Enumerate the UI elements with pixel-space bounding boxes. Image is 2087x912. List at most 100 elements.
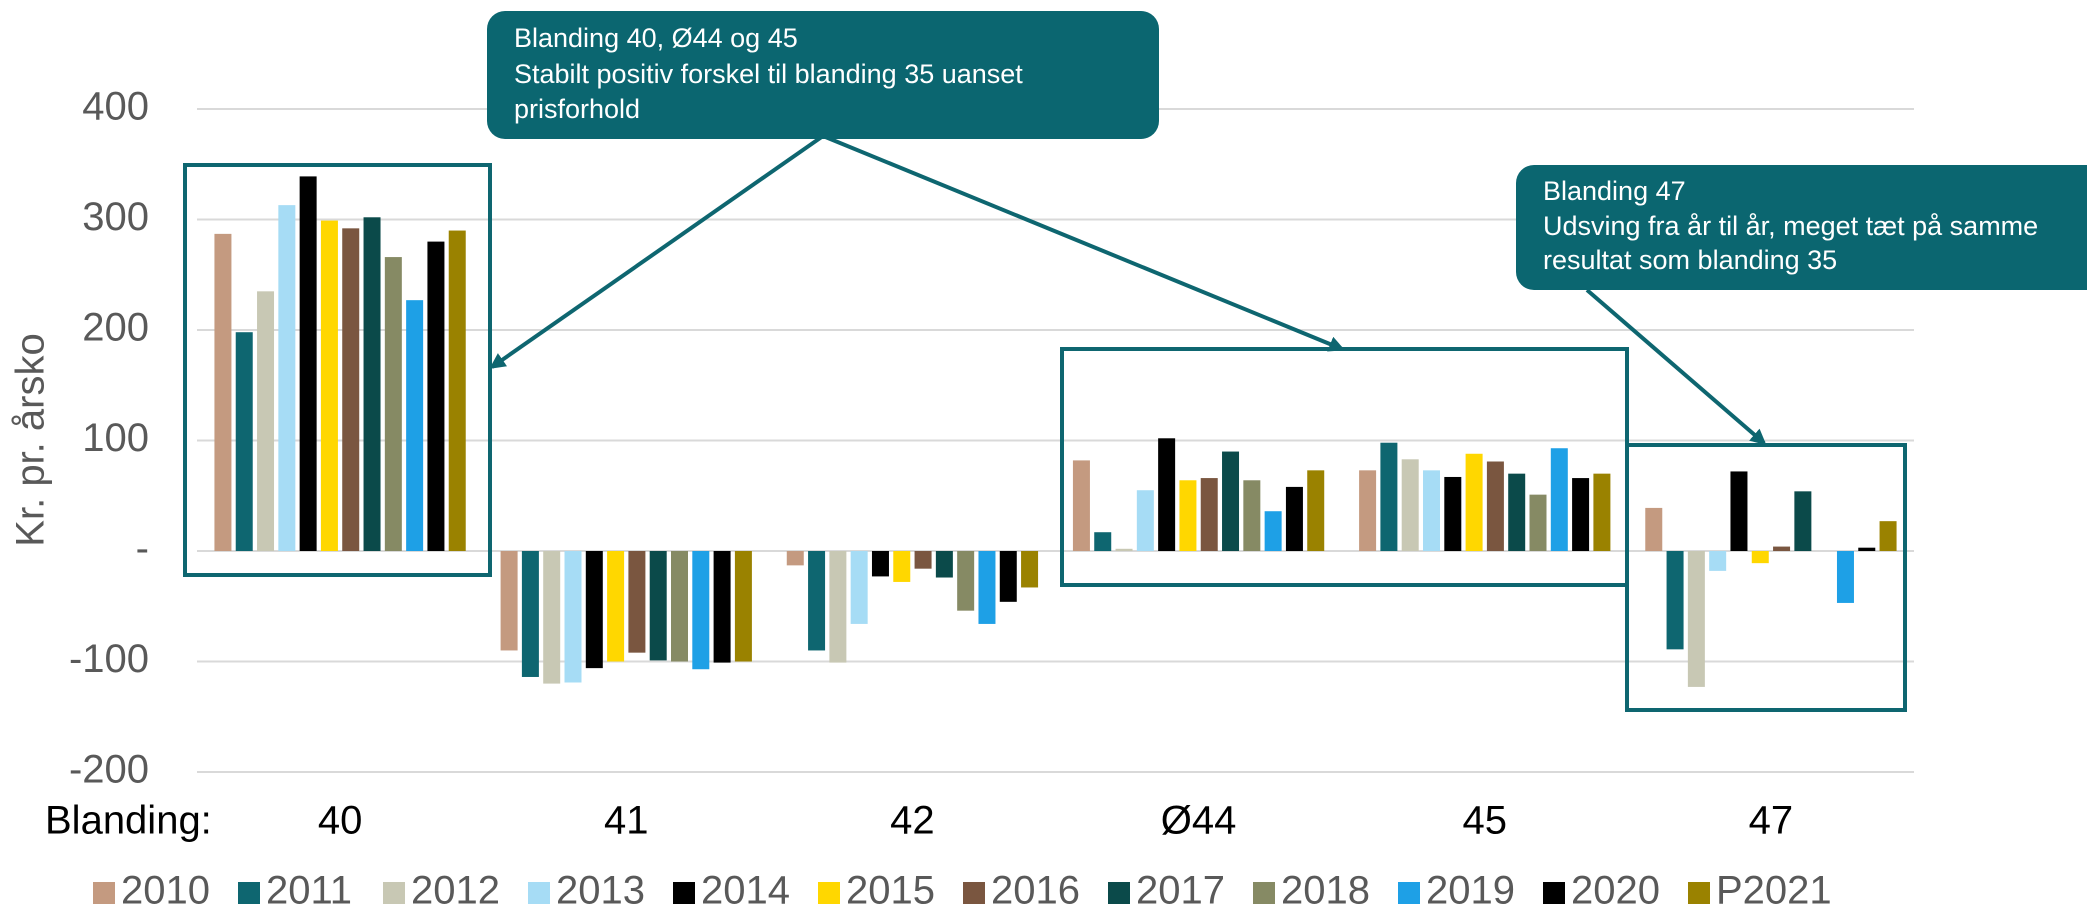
- bar: [564, 551, 582, 683]
- bar: [1243, 480, 1261, 551]
- arrow: [822, 134, 1345, 352]
- bar: [1200, 478, 1218, 551]
- bar: [1222, 451, 1240, 551]
- bar: [607, 551, 625, 662]
- bar: [1359, 470, 1377, 551]
- highlight-box: [183, 163, 492, 577]
- bar: [320, 220, 338, 552]
- legend-swatch: [818, 882, 840, 904]
- grid: [197, 108, 1914, 773]
- bar: [585, 551, 603, 669]
- x-tick-label: 47: [1749, 799, 1794, 843]
- legend-label: 2013: [556, 869, 645, 912]
- bar: [1730, 471, 1748, 551]
- bar: [500, 551, 518, 651]
- bar: [1645, 507, 1663, 551]
- bar: [1115, 548, 1133, 551]
- y-tick-label: 400: [82, 85, 149, 129]
- legend-swatch: [383, 882, 405, 904]
- legend-label: P2021: [1716, 869, 1832, 912]
- annotation-text: Blanding 40, Ø44 og 45: [514, 23, 798, 53]
- bar: [914, 551, 932, 569]
- legend-swatch: [1108, 882, 1130, 904]
- bar: [628, 551, 646, 653]
- bar: [278, 205, 296, 551]
- x-tick-label: 41: [604, 799, 649, 843]
- bar: [1836, 551, 1854, 603]
- legend-label: 2019: [1426, 869, 1515, 912]
- bar: [1879, 521, 1897, 551]
- bar: [543, 551, 561, 684]
- arrow: [489, 134, 825, 369]
- bar: [342, 228, 360, 551]
- bar: [1136, 490, 1154, 551]
- legend-label: 2016: [991, 869, 1080, 912]
- legend-swatch: [1398, 882, 1420, 904]
- bar: [1423, 470, 1440, 551]
- bars: [214, 176, 1897, 687]
- bar: [384, 257, 402, 551]
- annotation-text: Blanding 47: [1543, 176, 1686, 206]
- legend-swatch: [1688, 882, 1710, 904]
- bar: [829, 551, 847, 663]
- annotation-text: Stabilt positiv forskel til blanding 35 …: [514, 59, 1023, 89]
- bar: [713, 551, 731, 663]
- legend-label: 2015: [846, 869, 935, 912]
- x-tick-label: 42: [890, 799, 935, 843]
- bar: [1550, 448, 1568, 551]
- bar: [1094, 532, 1112, 551]
- legend-label: 2010: [121, 869, 210, 912]
- annotation-text: prisforhold: [514, 94, 640, 124]
- bar: [1709, 551, 1727, 571]
- y-axis-label: Kr. pr. årsko: [9, 333, 53, 546]
- bar: [1285, 486, 1303, 551]
- legend-label: 2017: [1136, 869, 1225, 912]
- bar: [1666, 551, 1684, 650]
- bar: [1179, 480, 1197, 551]
- bar: [1021, 551, 1039, 588]
- bar: [871, 551, 889, 577]
- bar: [1307, 470, 1325, 551]
- annotation-box: [1516, 165, 2087, 290]
- x-tick-label: 40: [318, 799, 363, 843]
- bar: [363, 217, 381, 552]
- y-tick-label: -200: [69, 748, 149, 792]
- legend-swatch: [1253, 882, 1275, 904]
- legend-swatch: [1543, 882, 1565, 904]
- bar: [649, 551, 667, 661]
- y-tick-label: -100: [69, 637, 149, 681]
- bar: [521, 551, 539, 677]
- x-tick-label: Ø44: [1161, 799, 1237, 843]
- bar: [978, 551, 996, 624]
- bar: [406, 300, 424, 551]
- bar: [1380, 442, 1398, 551]
- bar: [427, 241, 445, 551]
- bar: [235, 332, 253, 551]
- legend-label: 2012: [411, 869, 500, 912]
- x-tick-label: 45: [1463, 799, 1508, 843]
- bar: [1264, 511, 1282, 551]
- bar: [1593, 473, 1611, 551]
- legend-swatch: [963, 882, 985, 904]
- bar: [299, 176, 317, 551]
- bar: [1486, 461, 1504, 551]
- annotation-text: Udsving fra år til år, meget tæt på samm…: [1543, 211, 2038, 241]
- bar: [734, 551, 752, 662]
- legend-swatch: [528, 882, 550, 904]
- bar: [1158, 438, 1176, 551]
- bar: [671, 551, 688, 662]
- legend-label: 2018: [1281, 869, 1370, 912]
- annotation-text: resultat som blanding 35: [1543, 245, 1837, 275]
- bar: [957, 551, 975, 611]
- x-axis-label: Blanding:: [45, 799, 212, 843]
- bar: [1072, 460, 1090, 551]
- bar: [786, 551, 804, 566]
- bar: [1794, 491, 1812, 551]
- y-tick-label: 100: [82, 416, 149, 460]
- bar: [1444, 476, 1462, 551]
- arrow: [1585, 288, 1767, 446]
- bar: [850, 551, 868, 624]
- bar: [999, 551, 1017, 602]
- bar: [808, 551, 826, 651]
